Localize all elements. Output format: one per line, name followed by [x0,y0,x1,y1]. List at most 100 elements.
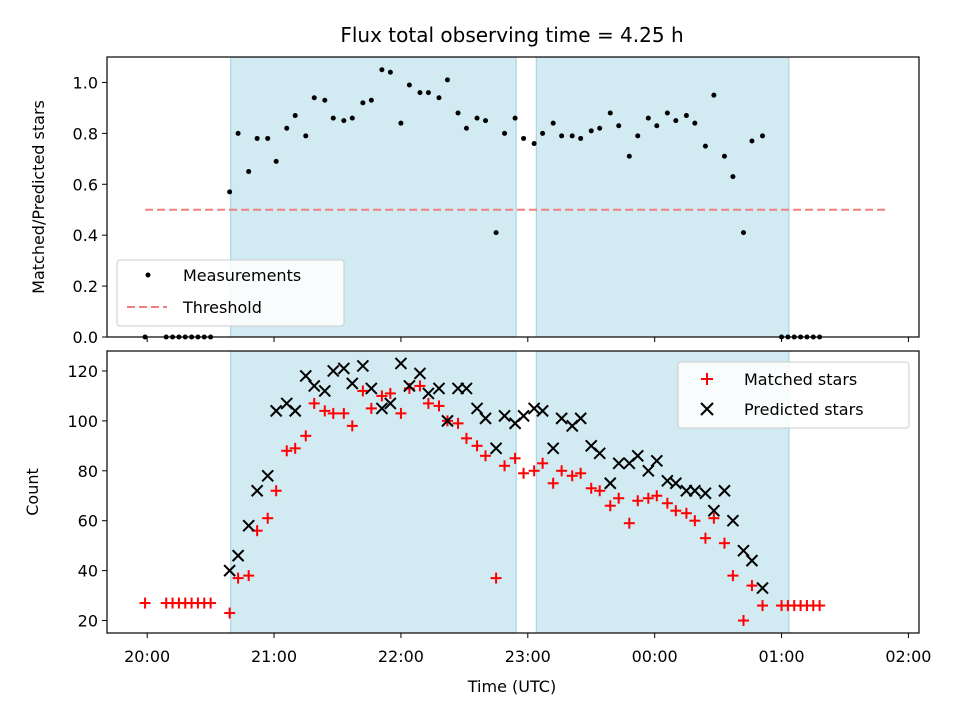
top-y-tick-label: 0.4 [73,226,98,245]
predicted-stars-point [631,449,644,463]
measurements-point [493,230,499,236]
predicted-stars-point [699,487,712,500]
legend-matched-marker [701,373,713,385]
predicted-stars-point [612,457,625,470]
predicted-stars-point [394,357,408,370]
legend-matched-label: Matched stars [744,370,857,389]
legend-predicted-marker [700,402,714,416]
measurements-point [740,230,746,236]
measurements-point [607,110,613,116]
measurements-point [502,130,508,136]
measurements-point [760,133,766,139]
matched-stars-point [651,490,663,502]
matched-stars-point [680,507,692,519]
predicted-stars-point [288,404,302,418]
predicted-stars-point [593,447,606,460]
matched-stars-point [232,572,244,584]
matched-stars-point [547,477,559,489]
measurements-point [512,115,518,121]
matched-stars-point [757,600,769,612]
predicted-stars-point [604,477,617,490]
matched-stars-point [471,440,483,452]
measurements-point [246,169,252,175]
matched-stars-point [414,380,426,392]
matched-stars-point [300,430,312,442]
measurements-point [645,115,651,121]
predicted-stars-point [384,397,397,410]
predicted-stars-point [517,409,530,423]
predicted-stars-point [745,554,759,567]
measurements-point [540,130,546,136]
top-y-tick-label: 0.0 [73,328,98,347]
matched-stars-point [499,460,511,472]
matched-stars-point [518,467,530,479]
predicted-stars-point [432,382,446,395]
measurements-point [303,133,309,139]
measurements-point [559,133,565,139]
measurements-point [673,118,679,124]
top-panel: 0.0 0.2 0.4 0.6 0.8 1.0 Matched/Predicted sta… [29,56,920,347]
measurements-point [368,97,374,103]
predicted-stars-point [650,454,663,468]
matched-stars-point [281,445,293,457]
top-y-tick-label: 0.8 [73,124,98,143]
matched-stars-point [338,407,350,419]
predicted-stars-point [707,504,721,517]
predicted-stars-point [688,484,702,497]
measurements-point [654,123,660,129]
measurements-point [254,135,260,141]
legend-measurements-label: Measurements [183,266,301,285]
predicted-stars-point [223,564,236,577]
measurements-point [265,135,271,141]
matched-stars-point [319,405,331,417]
matched-stars-point [708,512,720,524]
matched-stars-point [509,452,521,464]
matched-stars-point [422,397,434,409]
predicted-stars-point [555,412,568,425]
measurements-point [521,135,527,141]
measurements-point [616,123,622,129]
matched-stars-point [480,450,492,462]
x-tick-label: 22:00 [378,647,424,666]
matched-stars-point [642,492,654,504]
predicted-stars-point [250,484,264,497]
legend-threshold-label: Threshold [182,298,262,317]
matched-stars-point [224,607,236,619]
matched-stars-point [460,432,472,444]
matched-stars-point [718,537,730,549]
bottom-y-tick-label: 40 [78,562,98,581]
matched-stars-point [737,615,749,627]
matched-stars-point [262,512,274,524]
matched-stars-point [661,497,673,509]
predicted-stars-point [756,581,769,595]
predicted-stars-point [231,549,245,562]
measurements-point [398,120,404,126]
measurements-point [692,120,698,126]
x-axis-label: Time (UTC) [467,677,556,696]
matched-stars-point [452,417,464,429]
predicted-stars-point [546,442,560,455]
predicted-stars-point [413,367,427,380]
top-y-tick-label: 0.2 [73,277,98,296]
predicted-stars-point [299,369,312,383]
predicted-stars-point [479,412,492,425]
bottom-panel-frame [106,350,920,634]
matched-stars-point [746,580,758,592]
matched-stars-point [384,387,396,399]
predicted-stars-point [470,402,484,415]
measurements-point [379,67,385,73]
matched-stars-point [433,400,445,412]
matched-stars-point [395,407,407,419]
measurements-point [227,189,233,195]
bottom-panel: 20 40 60 80 100 120 20:00 21:00 22:00 23:00 00:00… [23,350,931,696]
measurements-point [569,133,575,139]
bottom-shaded-span-0 [230,350,517,634]
measurements-point [474,115,480,121]
measurements-point [341,118,347,124]
chart-title: Flux total observing time = 4.25 h [340,23,683,47]
top-legend: Measurements Threshold [116,259,345,327]
predicted-stars-point [242,519,255,532]
top-y-tick-label: 0.6 [73,175,98,194]
predicted-stars-point [308,379,321,393]
predicted-stars-point [489,442,503,455]
